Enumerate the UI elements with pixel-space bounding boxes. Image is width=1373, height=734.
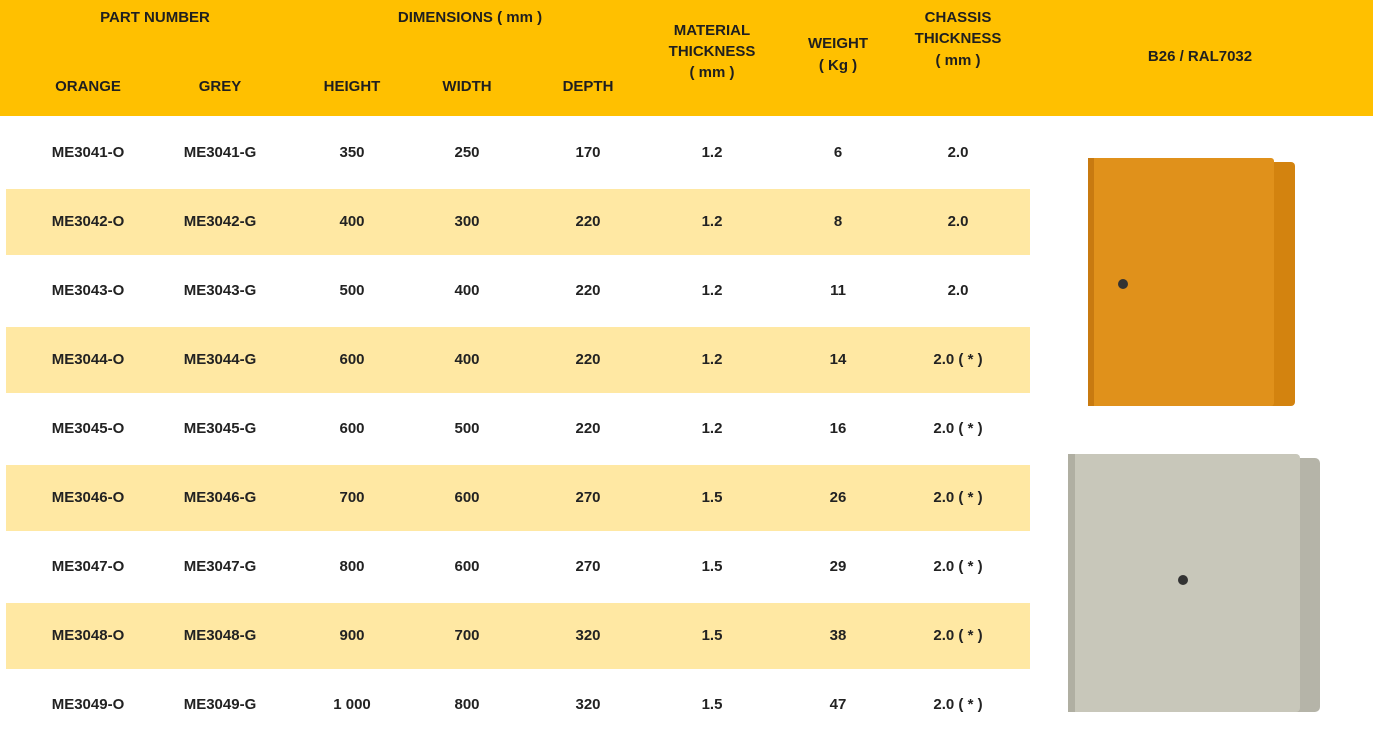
table-cell: 6 — [834, 144, 842, 161]
table-cell: 800 — [454, 696, 479, 713]
table-cell: ME3046-O — [52, 489, 125, 506]
table-cell: 400 — [454, 282, 479, 299]
table-cell: ME3041-O — [52, 144, 125, 161]
table-cell: 220 — [575, 420, 600, 437]
table-cell: 300 — [454, 213, 479, 230]
column-header: ORANGE — [55, 78, 121, 95]
table-cell: 1.5 — [702, 627, 723, 644]
table-cell: 270 — [575, 558, 600, 575]
column-header: ( Kg ) — [819, 57, 857, 74]
column-header: CHASSIS — [925, 9, 992, 26]
table-cell: ME3042-O — [52, 213, 125, 230]
table-cell: 170 — [575, 144, 600, 161]
column-header: ( mm ) — [936, 52, 981, 69]
table-cell: 700 — [454, 627, 479, 644]
row-band — [6, 465, 1030, 531]
table-cell: 320 — [575, 696, 600, 713]
table-cell: 2.0 — [948, 144, 969, 161]
column-header: GREY — [199, 78, 242, 95]
grey-cabinet — [1068, 454, 1320, 712]
table-cell: 14 — [830, 351, 847, 368]
table-cell: ME3047-O — [52, 558, 125, 575]
table-cell: 26 — [830, 489, 847, 506]
column-header: WIDTH — [442, 78, 491, 95]
column-header: ( mm ) — [690, 64, 735, 81]
table-cell: 600 — [339, 351, 364, 368]
row-band — [6, 327, 1030, 393]
table-cell: 320 — [575, 627, 600, 644]
column-header: HEIGHT — [324, 78, 381, 95]
group-header: PART NUMBER — [100, 9, 210, 26]
table-cell: 600 — [454, 489, 479, 506]
table-cell: 2.0 — [948, 213, 969, 230]
table-cell: 1.5 — [702, 558, 723, 575]
group-header: DIMENSIONS ( mm ) — [398, 9, 542, 26]
table-cell: 400 — [339, 213, 364, 230]
table-cell: ME3045-O — [52, 420, 125, 437]
table-cell: 220 — [575, 351, 600, 368]
table-cell: ME3046-G — [184, 489, 257, 506]
column-header: THICKNESS — [669, 43, 756, 60]
table-cell: 220 — [575, 213, 600, 230]
table-cell: ME3043-G — [184, 282, 257, 299]
table-cell: ME3047-G — [184, 558, 257, 575]
table-cell: 47 — [830, 696, 847, 713]
table-cell: ME3045-G — [184, 420, 257, 437]
orange-cabinet — [1088, 158, 1295, 406]
table-cell: 8 — [834, 213, 842, 230]
table-cell: 350 — [339, 144, 364, 161]
table-cell: 2.0 ( * ) — [933, 489, 982, 506]
table-cell: ME3048-O — [52, 627, 125, 644]
table-cell: 1 000 — [333, 696, 371, 713]
table-cell: 1.5 — [702, 696, 723, 713]
spec-sheet: PART NUMBER DIMENSIONS ( mm ) ORANGE GREY HE… — [0, 0, 1373, 734]
table-cell: 2.0 ( * ) — [933, 696, 982, 713]
table-cell: ME3048-G — [184, 627, 257, 644]
table-cell: 270 — [575, 489, 600, 506]
table-cell: 600 — [339, 420, 364, 437]
table-cell: 250 — [454, 144, 479, 161]
table-cell: 16 — [830, 420, 847, 437]
table-cell: 1.5 — [702, 489, 723, 506]
table-cell: 700 — [339, 489, 364, 506]
column-header: THICKNESS — [915, 30, 1002, 47]
table-cell: 600 — [454, 558, 479, 575]
table-cell: 1.2 — [702, 420, 723, 437]
table-cell: 500 — [339, 282, 364, 299]
table-cell: 220 — [575, 282, 600, 299]
table-cell: 800 — [339, 558, 364, 575]
table-cell: ME3042-G — [184, 213, 257, 230]
table-cell: 2.0 — [948, 282, 969, 299]
table-cell: 2.0 ( * ) — [933, 558, 982, 575]
table-cell: 1.2 — [702, 213, 723, 230]
table-cell: 1.2 — [702, 282, 723, 299]
table-cell: 29 — [830, 558, 847, 575]
table-cell: 2.0 ( * ) — [933, 351, 982, 368]
table-cell: 900 — [339, 627, 364, 644]
table-cell: 400 — [454, 351, 479, 368]
table-cell: ME3044-O — [52, 351, 125, 368]
table-cell: 38 — [830, 627, 847, 644]
table-cell: 11 — [830, 282, 846, 299]
table-cell: 2.0 ( * ) — [933, 420, 982, 437]
table-cell: ME3049-G — [184, 696, 257, 713]
table-cell: 1.2 — [702, 144, 723, 161]
table-cell: 1.2 — [702, 351, 723, 368]
table-cell: ME3043-O — [52, 282, 125, 299]
row-band — [6, 603, 1030, 669]
table-cell: ME3041-G — [184, 144, 257, 161]
table-cell: ME3044-G — [184, 351, 257, 368]
table-cell: ME3049-O — [52, 696, 125, 713]
column-header: B26 / RAL7032 — [1148, 48, 1252, 65]
table-cell: 2.0 ( * ) — [933, 627, 982, 644]
table-cell: 500 — [454, 420, 479, 437]
row-band — [6, 189, 1030, 255]
column-header: DEPTH — [563, 78, 614, 95]
column-header: WEIGHT — [808, 35, 868, 52]
column-header: MATERIAL — [674, 22, 750, 39]
